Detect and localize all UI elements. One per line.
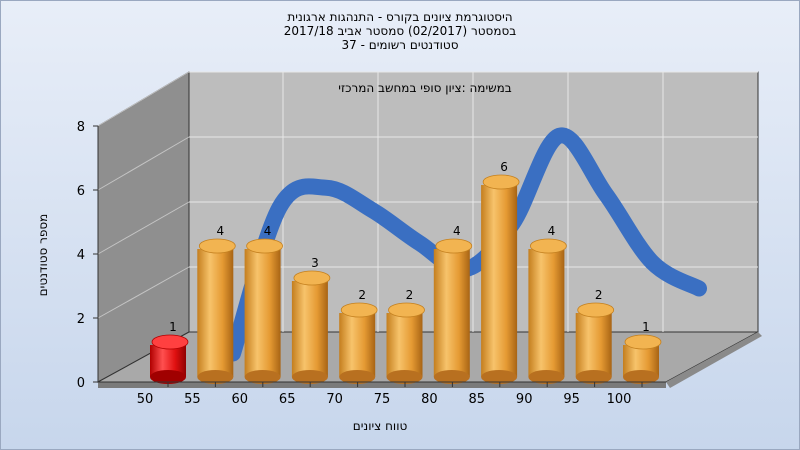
bar-80: 4 — [433, 224, 473, 384]
bar-cap — [340, 302, 378, 318]
data-label: 4 — [548, 224, 556, 238]
bar-65: 3 — [291, 256, 331, 384]
x-tick-label: 60 — [232, 392, 249, 407]
x-axis-label: טווח ציונים — [353, 419, 408, 433]
bar-base — [291, 370, 328, 384]
data-label: 4 — [216, 224, 224, 238]
bar-series: 1 4 4 3 2 2 4 6 4 2 1 — [150, 160, 662, 384]
bar-cap — [293, 270, 331, 286]
bar-body — [433, 249, 470, 377]
bar-body — [291, 281, 328, 377]
bar-base — [623, 370, 659, 384]
x-tick-label: 75 — [374, 392, 391, 407]
gridline-side — [97, 266, 190, 319]
data-label: 6 — [500, 160, 508, 174]
floor-front-edge — [98, 382, 666, 388]
gridline-side — [97, 136, 190, 191]
chart-title: במשימה :ציון סופי במחשב המרכזי — [338, 81, 512, 95]
chart-header: היסטוגרמת ציונים בקורס - התנהגות ארגונית… — [0, 10, 800, 52]
bar-55: 4 — [197, 224, 236, 384]
bar-body — [528, 249, 565, 377]
x-tick-label: 95 — [563, 392, 580, 407]
bar-cap — [151, 334, 189, 350]
x-tick-label: 65 — [279, 392, 296, 407]
bar-base — [433, 370, 470, 384]
header-line-3: סטודנטים רשומים - 37 — [341, 38, 459, 52]
bar-cap — [624, 334, 662, 350]
data-label: 4 — [453, 224, 461, 238]
bar-base — [197, 370, 234, 384]
data-label: 4 — [264, 224, 272, 238]
data-label: 2 — [406, 288, 414, 302]
x-tick-label: 90 — [516, 392, 533, 407]
x-tick-label: 85 — [469, 392, 486, 407]
bar-body — [197, 249, 234, 377]
gridline-side — [97, 201, 190, 255]
bar-base — [528, 370, 565, 384]
y-tick-label: 6 — [77, 184, 85, 199]
bar-100: 1 — [623, 320, 662, 384]
bar-60: 4 — [244, 224, 284, 384]
x-tick-label: 55 — [184, 392, 201, 407]
x-tick-label: 100 — [607, 392, 632, 407]
bar-50: 1 — [150, 320, 189, 384]
right-depth-edge — [666, 332, 762, 388]
data-label: 2 — [595, 288, 603, 302]
bar-base — [339, 370, 376, 384]
y-tick-label: 2 — [77, 312, 85, 327]
y-axis-label: מספר סטודנטים — [36, 214, 50, 297]
bar-90: 4 — [528, 224, 567, 384]
bar-cap — [435, 238, 473, 254]
bar-body — [481, 185, 518, 377]
bar-cap — [482, 174, 520, 190]
data-label: 2 — [358, 288, 366, 302]
y-axis-ticks: 0 2 4 6 8 — [77, 120, 98, 391]
y-tick-label: 0 — [77, 376, 85, 391]
bar-cap — [577, 302, 615, 318]
data-label: 1 — [169, 320, 177, 334]
bar-85: 6 — [481, 160, 520, 384]
bar-base — [386, 370, 423, 384]
y-tick-label: 4 — [77, 248, 85, 263]
bar-base — [244, 370, 281, 384]
bar-cap — [530, 238, 567, 254]
gridline-side — [97, 71, 190, 127]
bar-cap — [246, 238, 284, 254]
header-line-2: בסמסטר (02/2017) סמסטר אביב 2017/18 — [283, 24, 517, 38]
data-label: 3 — [311, 256, 319, 270]
bar-body — [244, 249, 281, 377]
bar-body — [575, 313, 612, 377]
x-tick-label: 70 — [326, 392, 343, 407]
bar-body — [339, 313, 376, 377]
y-tick-label: 8 — [77, 120, 85, 135]
bar-cap — [388, 302, 425, 318]
bar-cap — [198, 238, 236, 254]
bar-75: 2 — [386, 288, 425, 384]
x-axis-ticks: 50 55 60 65 70 75 80 85 90 95 100 — [137, 382, 643, 407]
bar-base — [481, 370, 518, 384]
bar-70: 2 — [339, 288, 378, 384]
x-tick-label: 50 — [137, 392, 154, 407]
x-tick-label: 80 — [421, 392, 438, 407]
header-line-1: היסטוגרמת ציונים בקורס - התנהגות ארגונית — [287, 10, 513, 24]
bar-base — [575, 370, 612, 384]
data-label: 1 — [642, 320, 650, 334]
bar-95: 2 — [575, 288, 615, 384]
bar-body — [386, 313, 423, 377]
bar-base — [150, 370, 186, 384]
